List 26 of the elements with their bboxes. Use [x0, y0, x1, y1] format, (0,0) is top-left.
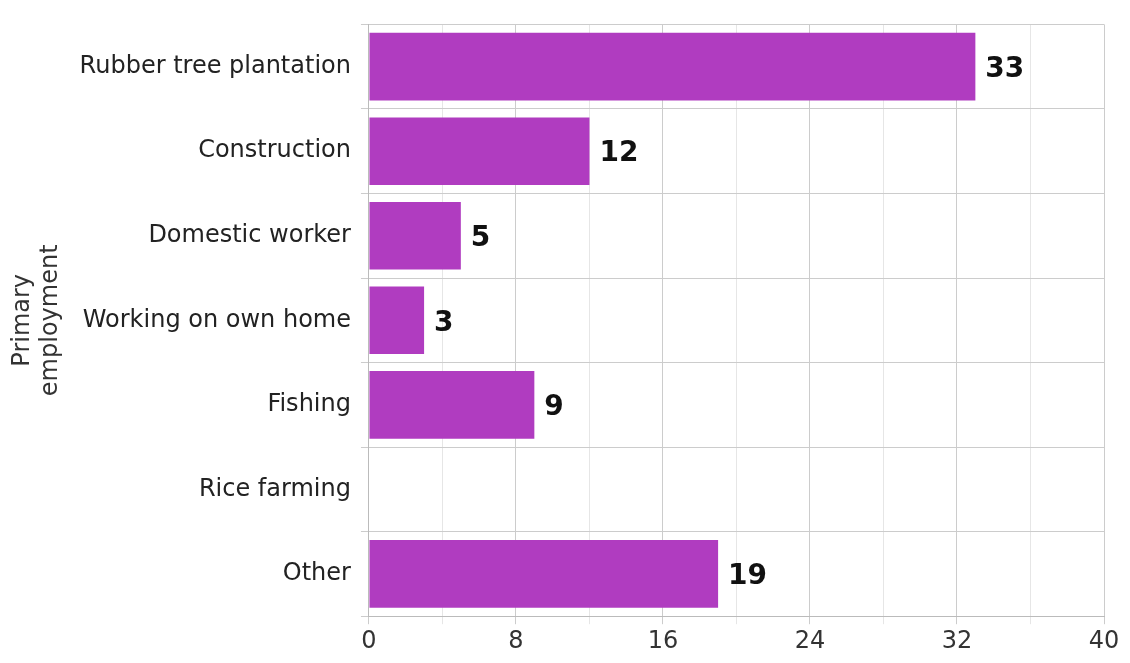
x-tick-label: 0: [361, 625, 377, 654]
data-label: 5: [470, 220, 491, 254]
bar: [369, 371, 535, 439]
y-tick-label: Rubber tree plantation: [79, 50, 351, 79]
bar: [369, 117, 590, 186]
y-axis-title: Primary employment: [6, 244, 64, 397]
bar: [369, 286, 425, 355]
data-label: 33: [985, 50, 1025, 84]
bar: [369, 540, 719, 608]
x-tick-label: 32: [941, 625, 973, 654]
data-label: 3: [434, 304, 454, 338]
y-tick-label: Domestic worker: [148, 219, 352, 248]
data-label: 9: [544, 389, 564, 423]
data-label: 12: [599, 135, 639, 169]
x-tick-label: 40: [1088, 625, 1120, 654]
bar: [369, 201, 461, 270]
y-tick-label: Fishing: [267, 389, 351, 418]
x-tick-label: 8: [508, 625, 524, 654]
y-tick-label: Other: [282, 558, 352, 587]
bar: [369, 32, 976, 101]
y-tick-label: Rice farming: [198, 473, 351, 502]
data-label: 19: [728, 558, 768, 592]
x-tick-label: 16: [647, 625, 679, 654]
y-tick-label: Construction: [198, 135, 351, 164]
x-tick-label: 24: [794, 625, 826, 654]
y-tick-label: Working on own home: [82, 304, 351, 333]
